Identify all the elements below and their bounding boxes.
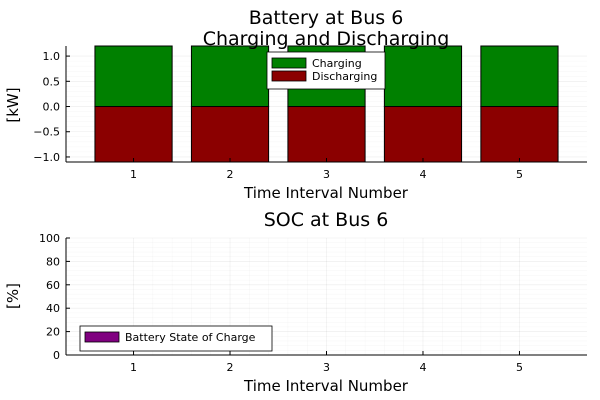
chart-title: SOC at Bus 6 (264, 209, 389, 231)
y-tick-label: 1.0 (43, 50, 61, 63)
bar-discharging-3 (287, 106, 366, 163)
bar-charging-2 (190, 45, 270, 108)
charging-discharging-panel: 1.00.50.0−0.5−1.01 2 3 4 5 Battery at Bus 6 … (4, 7, 587, 202)
y-tick-label: 20 (46, 326, 60, 339)
bar-charging-4 (383, 45, 463, 108)
y-tick-label: −1.0 (33, 151, 60, 164)
x-tick-label: 2 (227, 168, 234, 181)
bar-charging-5 (480, 45, 559, 108)
y-tick-label: 0.5 (43, 75, 61, 88)
x-axis-label: Time Interval Number (243, 377, 409, 395)
axes: 100 80 60 40 20 0 1 2 3 4 5 (39, 232, 587, 374)
x-tick-label: 4 (419, 168, 426, 181)
legend-label-charging: Charging (312, 57, 362, 70)
legend: Battery State of Charge (79, 325, 273, 352)
legend-swatch-battery-state-of-charge (84, 331, 120, 343)
soc-panel: 100 80 60 40 20 0 1 2 3 4 5 SOC at Bus 6 Time Inte… (4, 209, 587, 395)
legend-label-discharging: Discharging (312, 70, 377, 83)
x-tick-label: 5 (516, 361, 523, 374)
chart-title-line-2: Charging and Discharging (203, 28, 450, 50)
bar-discharging-2 (190, 106, 270, 163)
x-tick-label: 1 (130, 168, 137, 181)
x-tick-label: 5 (516, 168, 523, 181)
x-tick-label: 3 (323, 168, 330, 181)
y-tick-label: 80 (46, 255, 60, 268)
y-tick-label: 40 (46, 302, 60, 315)
y-tick-label: 0 (53, 349, 60, 362)
y-axis-label: [%] (4, 283, 22, 309)
legend-swatch-discharging (271, 70, 307, 82)
chart-title-line-1: Battery at Bus 6 (249, 7, 404, 29)
y-tick-label: 100 (39, 232, 60, 245)
bar-discharging-4 (383, 106, 463, 163)
y-tick-label: 60 (46, 279, 60, 292)
x-axis-label: Time Interval Number (243, 184, 409, 202)
y-tick-label: 0.0 (43, 101, 61, 114)
x-tick-label: 2 (227, 361, 234, 374)
x-tick-label: 3 (323, 361, 330, 374)
y-tick-label: −0.5 (33, 126, 60, 139)
legend-swatch-charging (271, 57, 307, 69)
axes: 1.0 0.5 0.0 −0.5 −1.0 1 2 3 4 5 (33, 46, 587, 181)
x-tick-label: 1 (130, 361, 137, 374)
y-axis-label: [kW] (4, 87, 22, 122)
legend-label-battery-state-of-charge: Battery State of Charge (125, 331, 256, 344)
x-tick-label: 4 (419, 361, 426, 374)
bar-discharging-5 (480, 106, 559, 163)
bar-charging-1 (94, 45, 173, 108)
bar-discharging-1 (94, 106, 173, 163)
